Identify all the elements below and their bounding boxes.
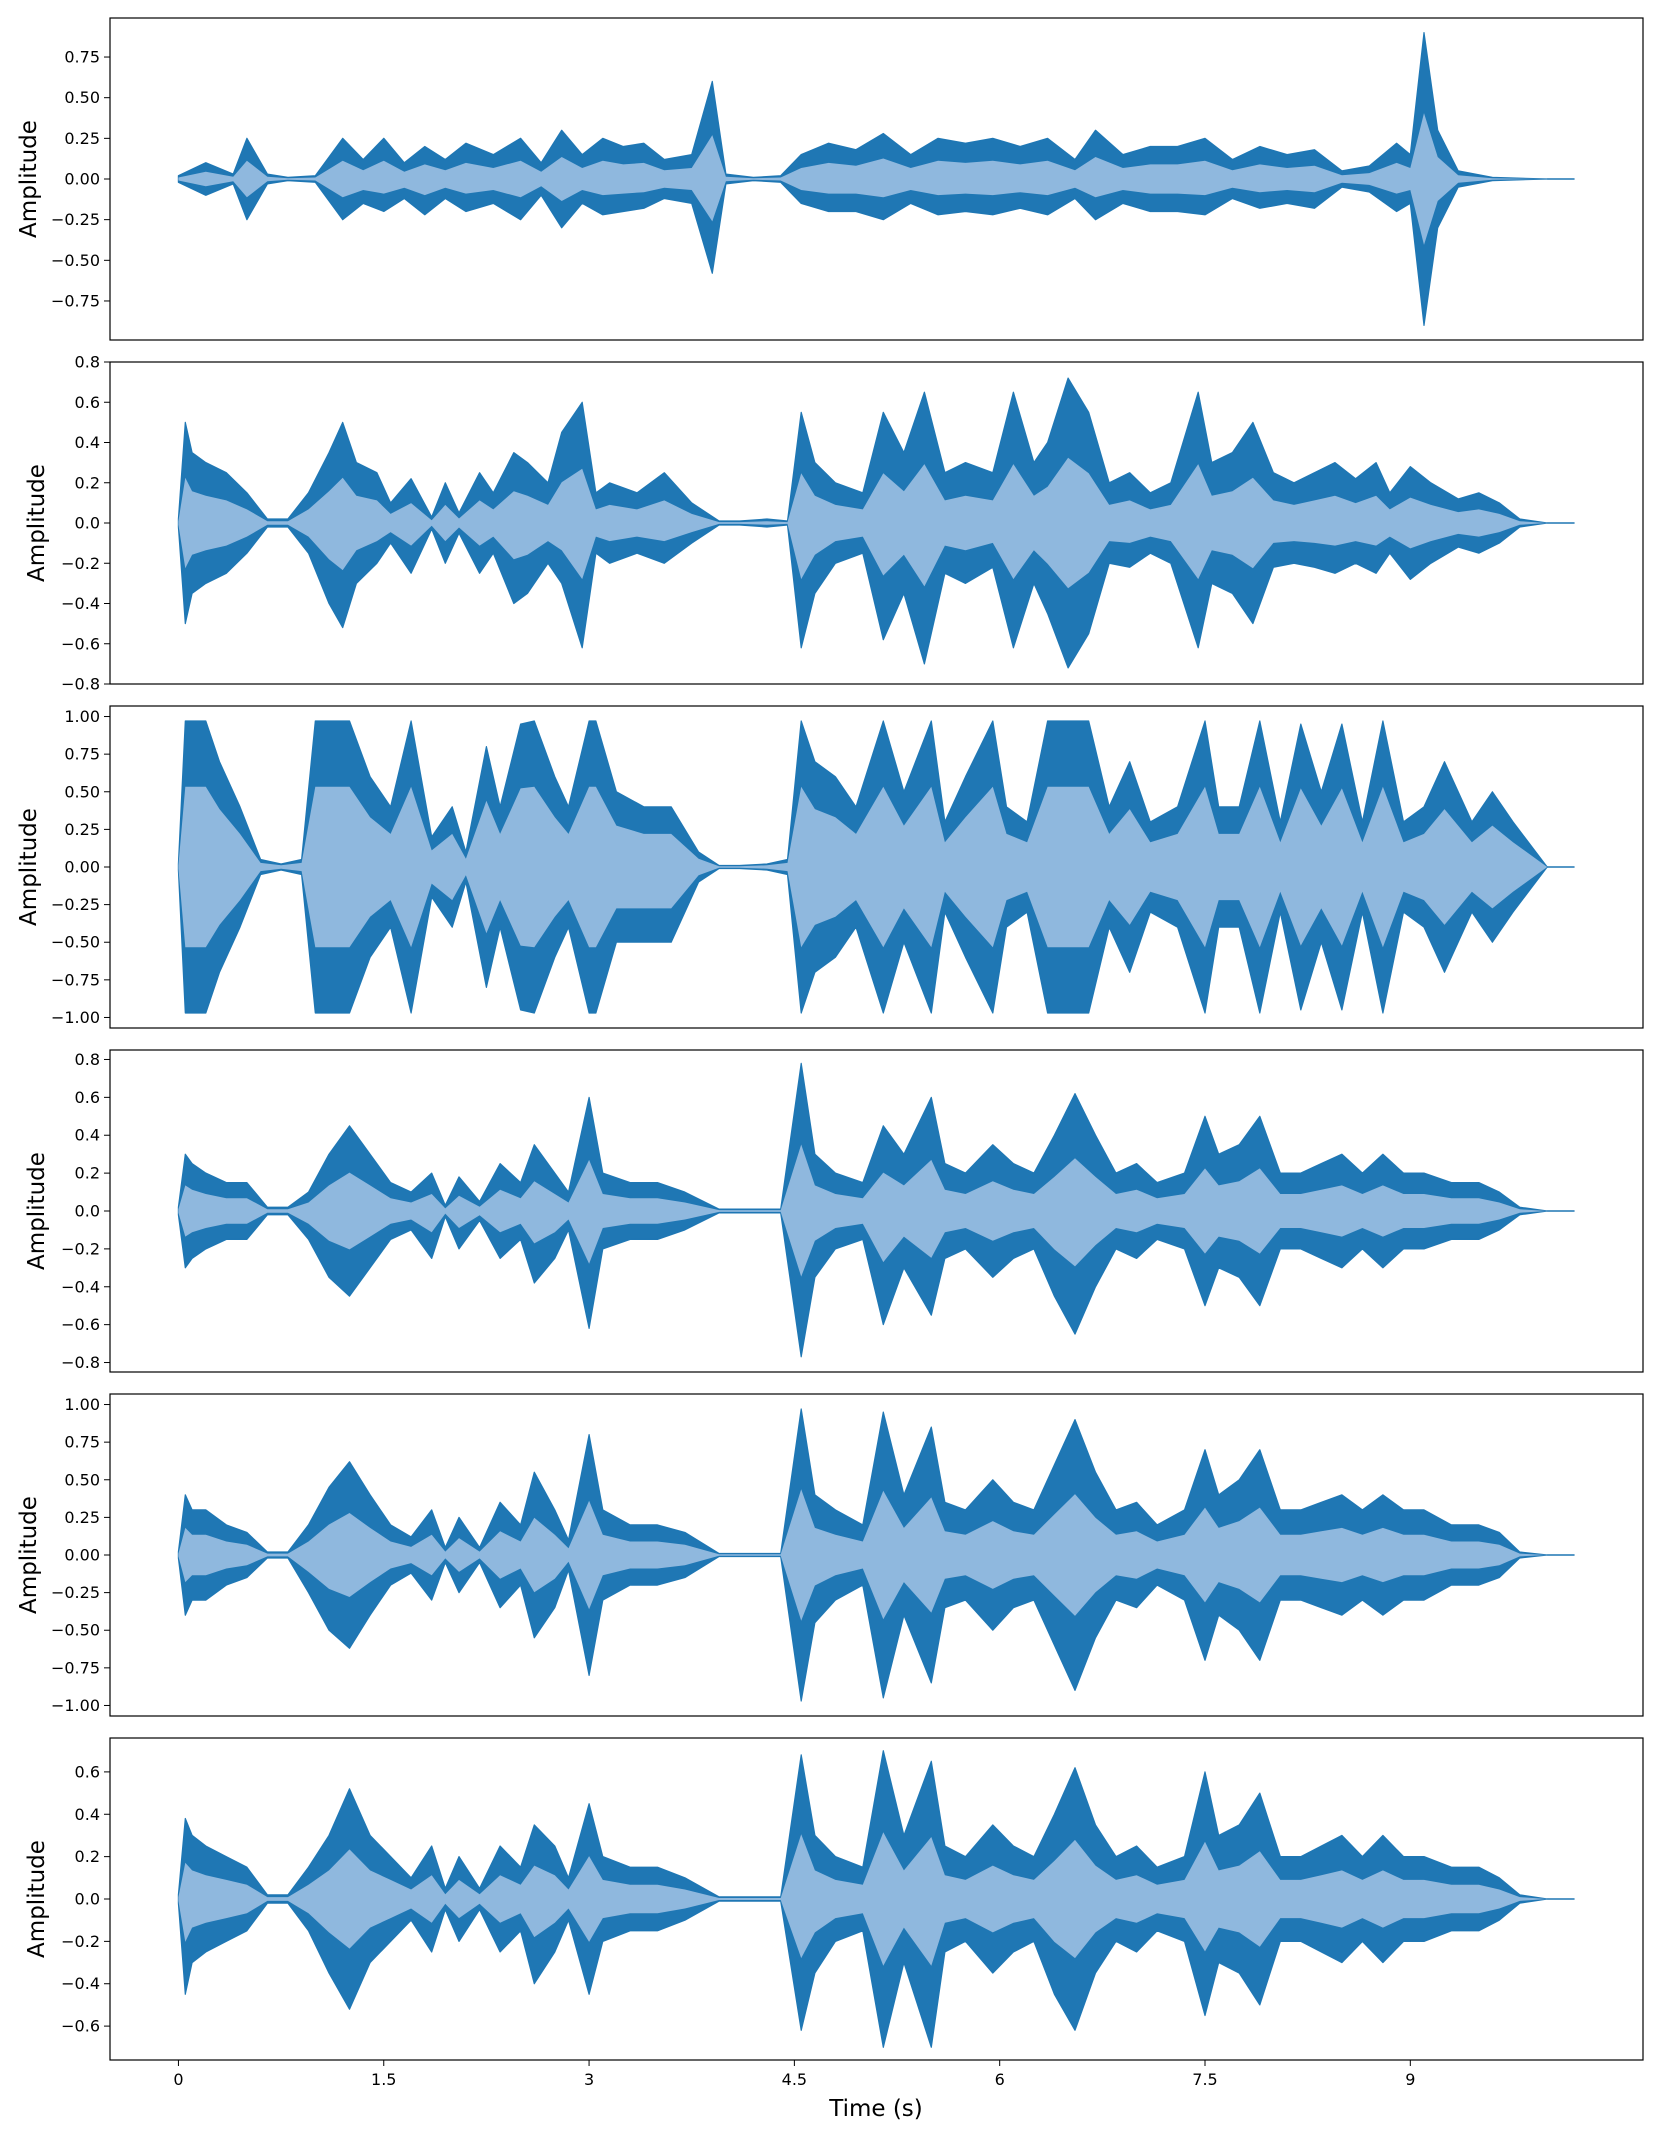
y-tick-label: −0.25 [51,210,100,229]
y-tick-label: 0.8 [75,353,100,372]
y-axis-label: Amplitude [24,1152,50,1270]
y-tick-label: −0.50 [51,1621,100,1640]
y-tick-label: 0.00 [64,170,100,189]
x-tick-label: 4.5 [782,2070,807,2089]
y-tick-label: −0.2 [61,554,100,573]
panel-2: −0.8 −0.6 −0.4 −0.2 0.0 0.2 0.4 0.6 0.8 Amplitude [24,353,1644,694]
y-tick-label: 0.6 [75,393,100,412]
rms-envelope [178,113,1548,245]
y-tick-label: 0.25 [64,1508,100,1527]
y-tick-label: 0.4 [75,1126,100,1145]
rms-envelope [178,1832,1548,1966]
x-tick-label: 1.5 [371,2070,396,2089]
x-tick-label: 3 [584,2070,594,2089]
y-tick-label: 1.00 [64,707,100,726]
y-axis-label: Amplitude [24,464,50,582]
y-axis-label: Amplitude [16,1496,42,1614]
y-tick-label: 0.2 [75,1847,100,1866]
y-tick-label: 0.75 [64,745,100,764]
y-tick-label: 0.25 [64,820,100,839]
y-tick-label: 0.0 [75,1202,100,1221]
y-tick-label: −0.2 [61,1932,100,1951]
y-tick-label: −1.00 [51,1696,100,1715]
panel-3: −1.00 −0.75 −0.50 −0.25 0.00 0.25 0.50 0.75 1.00… [16,705,1644,1029]
y-axis-label: Amplitude [16,120,42,238]
y-tick-label: 0.25 [64,129,100,148]
y-tick-label: 0.2 [75,473,100,492]
y-tick-label: −0.6 [61,634,100,653]
y-tick-label: −0.75 [51,1658,100,1677]
y-axis-label: Amplitude [16,808,42,926]
y-tick-label: −0.4 [61,1974,100,1993]
y-tick-label: 0.2 [75,1164,100,1183]
y-tick-label: −0.2 [61,1239,100,1258]
y-tick-label: 0.4 [75,1805,100,1824]
y-tick-label: −0.75 [51,970,100,989]
y-tick-label: 1.00 [64,1395,100,1414]
y-tick-label: −1.00 [51,1008,100,1027]
y-tick-label: −0.25 [51,895,100,914]
y-tick-label: −0.75 [51,291,100,310]
y-tick-label: 0.6 [75,1088,100,1107]
y-tick-label: −0.6 [61,2017,100,2036]
x-tick-label: 7.5 [1192,2070,1217,2089]
y-tick-label: 0.75 [64,48,100,67]
y-tick-label: 0.8 [75,1050,100,1069]
x-tick-label: 6 [995,2070,1005,2089]
rms-envelope [178,786,1548,948]
y-tick-label: 0.50 [64,1470,100,1489]
rms-envelope [178,1144,1548,1277]
rms-envelope [178,1489,1548,1621]
y-tick-label: −0.50 [51,251,100,270]
y-tick-label: 0.50 [64,88,100,107]
rms-envelope [178,457,1548,589]
x-axis-label: Time (s) [828,2096,923,2122]
panel-5: −1.00 −0.75 −0.50 −0.25 0.00 0.25 0.50 0.75 1.00… [16,1393,1644,1717]
panel-4: −0.8 −0.6 −0.4 −0.2 0.0 0.2 0.4 0.6 0.8 Amplitude [24,1049,1644,1373]
y-tick-label: −0.6 [61,1315,100,1334]
y-tick-label: 0.75 [64,1433,100,1452]
y-tick-label: −0.4 [61,1277,100,1296]
y-tick-label: 0.50 [64,782,100,801]
y-tick-label: 0.00 [64,858,100,877]
x-tick-label: 9 [1405,2070,1415,2089]
y-tick-label: −0.50 [51,933,100,952]
waveform-panels: −0.75 −0.50 −0.25 0.00 0.25 0.50 0.75 Amplitude… [16,17,1644,2061]
y-tick-label: 0.4 [75,433,100,452]
panel-1: −0.75 −0.50 −0.25 0.00 0.25 0.50 0.75 Amplitude [16,17,1644,341]
y-tick-label: 0.0 [75,514,100,533]
y-axis-label: Amplitude [24,1840,50,1958]
x-axis: 0 1.5 3 4.5 6 7.5 9 [173,2060,1415,2089]
x-tick-label: 0 [173,2070,183,2089]
y-tick-label: 0.00 [64,1546,100,1565]
y-tick-label: 0.0 [75,1890,100,1909]
y-tick-label: −0.8 [61,1353,100,1372]
y-tick-label: −0.4 [61,594,100,613]
y-tick-label: −0.8 [61,675,100,694]
y-tick-label: −0.25 [51,1583,100,1602]
panel-6: −0.6 −0.4 −0.2 0.0 0.2 0.4 0.6 Amplitude [24,1737,1644,2061]
y-tick-label: 0.6 [75,1762,100,1781]
